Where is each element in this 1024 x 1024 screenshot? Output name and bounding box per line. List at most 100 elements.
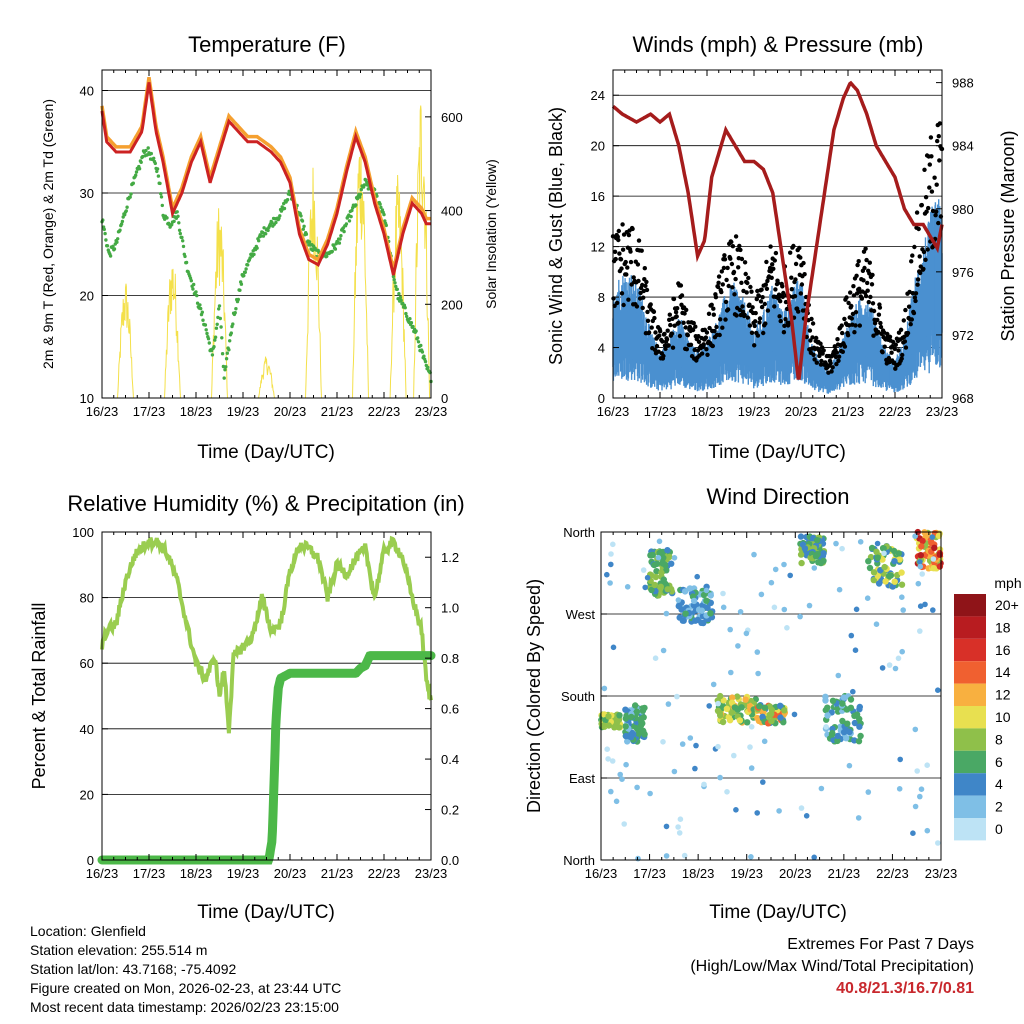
gust-point — [866, 299, 871, 305]
direction-point — [675, 824, 681, 830]
temperature-axes: 16/23 17/23 18/23 19/23 20/23 21/23 22/23 23/23… — [80, 70, 463, 419]
direction-point — [797, 551, 805, 558]
gust-point — [819, 358, 824, 364]
direction-point — [653, 568, 660, 575]
gust-point — [749, 289, 754, 294]
dewpoint-point — [414, 329, 418, 333]
dewpoint-point — [426, 365, 430, 370]
direction-point — [870, 576, 877, 584]
direction-point — [784, 625, 790, 631]
humidity-xtick-label: 19/23 — [227, 866, 260, 881]
direction-point — [853, 606, 860, 613]
gust-point — [739, 280, 744, 285]
gust-point — [764, 286, 770, 291]
gust-point — [671, 296, 677, 302]
winds-axes: 16/23 17/23 18/23 19/23 20/23 21/23 22/23 23/23… — [591, 70, 974, 419]
direction-point — [918, 786, 925, 792]
gust-point — [738, 247, 743, 253]
direction-point — [829, 730, 836, 737]
humidity-y2-tick-label: 1.2 — [441, 550, 459, 565]
dewpoint-point — [307, 240, 312, 244]
direction-point — [857, 539, 864, 545]
dewpoint-point — [405, 314, 409, 319]
direction-point — [737, 609, 744, 615]
dewpoint-point — [404, 311, 408, 316]
gust-point — [750, 305, 755, 310]
gust-point — [886, 355, 892, 361]
direction-point — [715, 743, 721, 750]
gust-point — [898, 327, 904, 332]
dewpoint-point — [333, 247, 338, 251]
humidity-ylabel: Percent & Total Rainfall — [29, 603, 49, 790]
direction-axes: 16/23 17/23 18/23 19/23 20/23 21/23 22/23 23/23… — [561, 525, 957, 881]
direction-point — [681, 852, 688, 859]
humidity-xtick-label: 18/23 — [180, 866, 213, 881]
direction-point — [895, 655, 902, 662]
direction-point — [663, 853, 670, 859]
direction-point — [917, 559, 923, 565]
gust-point — [923, 257, 928, 262]
dewpoint-point — [152, 156, 156, 160]
direction-point — [881, 563, 888, 571]
direction-point — [735, 643, 741, 649]
direction-point — [874, 540, 881, 547]
dewpoint-point — [111, 244, 115, 248]
direction-point — [930, 556, 937, 562]
direction-point — [642, 584, 648, 591]
direction-point — [703, 597, 710, 604]
gust-point — [711, 306, 716, 311]
dewpoint-point — [420, 350, 425, 354]
direction-point — [870, 569, 878, 576]
direction-point — [632, 702, 639, 709]
gust-point — [631, 275, 636, 280]
direction-point — [823, 724, 829, 730]
gust-point — [773, 287, 778, 292]
gust-point — [645, 318, 651, 323]
direction-point — [754, 649, 761, 655]
humidity-panel: Relative Humidity (%) & Precipitation (i… — [29, 491, 465, 923]
gust-point — [861, 278, 866, 283]
gust-point — [705, 352, 710, 357]
direction-point — [717, 774, 723, 781]
gust-point — [918, 270, 923, 276]
dewpoint-point — [409, 321, 414, 325]
dewpoint-point — [108, 254, 113, 258]
dewpoint-point — [217, 304, 222, 308]
direction-point — [707, 610, 714, 617]
gust-point — [638, 290, 643, 296]
direction-point — [604, 571, 610, 578]
winds-xtick-label: 18/23 — [691, 404, 724, 419]
direction-point — [873, 621, 880, 627]
dewpoint-point — [227, 348, 231, 352]
dewpoint-point — [347, 219, 352, 223]
dewpoint-point — [144, 148, 148, 153]
gust-point — [684, 307, 689, 313]
dewpoint-point — [225, 351, 229, 355]
dewpoint-point — [403, 306, 407, 310]
direction-point — [820, 550, 827, 557]
humidity-y-tick-label: 0 — [87, 853, 94, 868]
dewpoint-point — [146, 146, 150, 150]
direction-point — [856, 723, 863, 730]
direction-series — [598, 528, 944, 862]
station-pressure-line — [611, 80, 944, 380]
dewpoint-point — [137, 167, 142, 171]
temperature-xtick-label: 18/23 — [180, 404, 213, 419]
direction-point — [690, 597, 698, 605]
colorbar-swatch — [954, 706, 986, 729]
dewpoint-point — [210, 353, 215, 357]
dewpoint-point — [391, 274, 396, 279]
winds-xtick-label: 23/23 — [926, 404, 959, 419]
gust-point — [763, 282, 768, 287]
gust-point — [772, 258, 777, 263]
direction-point — [845, 728, 853, 735]
direction-point — [918, 543, 925, 550]
gust-point — [781, 330, 787, 335]
colorbar-label: 16 — [995, 642, 1011, 658]
gust-point — [830, 365, 835, 370]
gust-point — [645, 309, 650, 315]
direction-point — [663, 823, 670, 830]
direction-point — [644, 574, 651, 581]
humidity-axes: 16/23 17/23 18/23 19/23 20/23 21/23 22/23 23/23… — [72, 525, 459, 881]
gust-point — [613, 256, 618, 262]
